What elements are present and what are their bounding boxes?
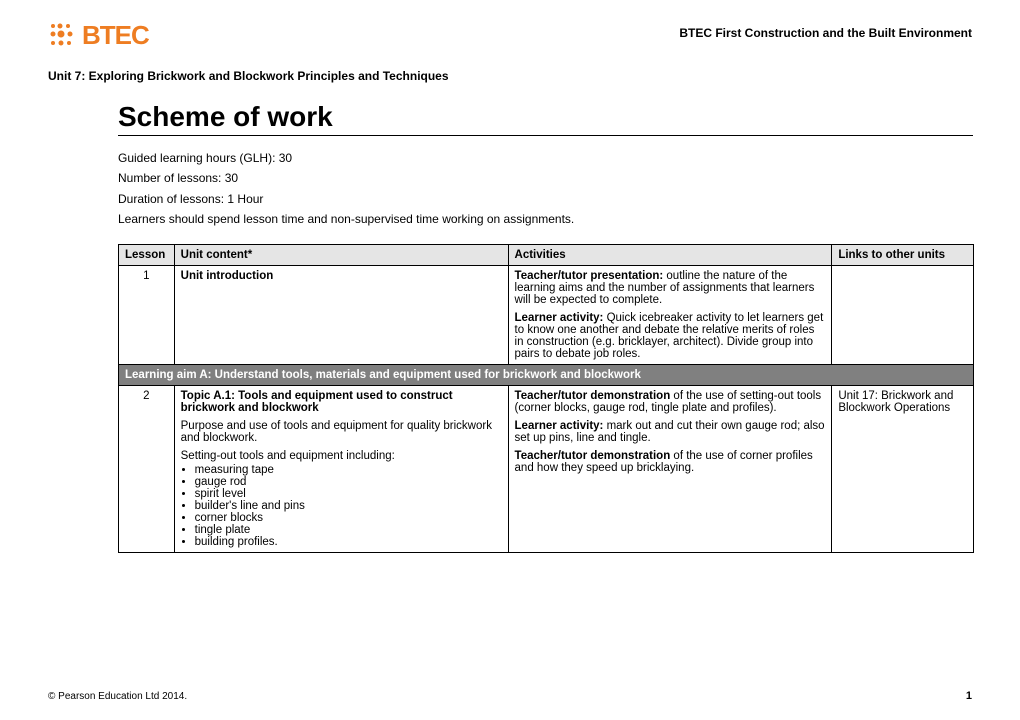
col-activities-header: Activities <box>508 244 832 265</box>
unit-content-cell: Unit introduction <box>174 265 508 364</box>
copyright: © Pearson Education Ltd 2014. <box>48 691 187 702</box>
activity-label: Teacher/tutor demonstration <box>515 390 671 402</box>
links-cell <box>832 265 974 364</box>
header-subtitle: BTEC First Construction and the Built En… <box>679 20 972 40</box>
content-text: Setting-out tools and equipment includin… <box>181 450 502 462</box>
activity-label: Teacher/tutor presentation: <box>515 270 664 282</box>
activities-cell: Teacher/tutor presentation: outline the … <box>508 265 832 364</box>
unit-title: Unit 7: Exploring Brickwork and Blockwor… <box>48 69 972 83</box>
links-cell: Unit 17: Brickwork and Blockwork Operati… <box>832 385 974 552</box>
page-title: Scheme of work <box>118 101 973 136</box>
bullet-list: measuring tape gauge rod spirit level bu… <box>181 464 502 548</box>
list-item: spirit level <box>195 488 502 500</box>
table-header-row: Lesson Unit content* Activities Links to… <box>119 244 974 265</box>
meta-duration: Duration of lessons: 1 Hour <box>118 189 972 209</box>
btec-logo: BTEC <box>48 20 149 51</box>
activity-label: Teacher/tutor demonstration <box>515 450 671 462</box>
meta-block: Guided learning hours (GLH): 30 Number o… <box>118 148 972 230</box>
meta-note: Learners should spend lesson time and no… <box>118 209 972 229</box>
section-label: Learning aim A: Understand tools, materi… <box>119 364 974 385</box>
list-item: tingle plate <box>195 524 502 536</box>
col-content-header: Unit content* <box>174 244 508 265</box>
footer: © Pearson Education Ltd 2014. 1 <box>48 690 972 702</box>
logo-dots-icon <box>48 21 78 51</box>
unit-content-cell: Topic A.1: Tools and equipment used to c… <box>174 385 508 552</box>
table-row: 2 Topic A.1: Tools and equipment used to… <box>119 385 974 552</box>
activities-cell: Teacher/tutor demonstration of the use o… <box>508 385 832 552</box>
content-text: Purpose and use of tools and equipment f… <box>181 420 502 444</box>
page-number: 1 <box>966 690 972 702</box>
meta-glh: Guided learning hours (GLH): 30 <box>118 148 972 168</box>
list-item: measuring tape <box>195 464 502 476</box>
activity-label: Learner activity: <box>515 312 604 324</box>
activity-label: Learner activity: <box>515 420 604 432</box>
lesson-number: 2 <box>119 385 175 552</box>
meta-num-lessons: Number of lessons: 30 <box>118 168 972 188</box>
col-links-header: Links to other units <box>832 244 974 265</box>
table-row: 1 Unit introduction Teacher/tutor presen… <box>119 265 974 364</box>
logo-text: BTEC <box>82 20 149 51</box>
list-item: building profiles. <box>195 536 502 548</box>
content-title: Unit introduction <box>181 270 274 282</box>
col-lesson-header: Lesson <box>119 244 175 265</box>
list-item: gauge rod <box>195 476 502 488</box>
lesson-number: 1 <box>119 265 175 364</box>
header: BTEC BTEC First Construction and the Bui… <box>48 20 972 51</box>
scheme-table: Lesson Unit content* Activities Links to… <box>118 244 974 553</box>
content-title: Topic A.1: Tools and equipment used to c… <box>181 390 453 414</box>
list-item: corner blocks <box>195 512 502 524</box>
section-row: Learning aim A: Understand tools, materi… <box>119 364 974 385</box>
list-item: builder's line and pins <box>195 500 502 512</box>
